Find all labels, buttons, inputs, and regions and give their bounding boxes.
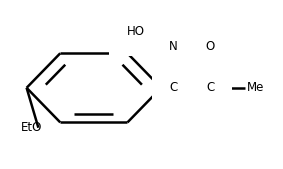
Text: C: C <box>170 81 178 94</box>
Text: N: N <box>169 40 178 53</box>
Text: Me: Me <box>246 81 264 94</box>
Text: HO: HO <box>127 25 145 38</box>
Text: O: O <box>205 40 215 53</box>
Text: C: C <box>206 81 214 94</box>
Text: EtO: EtO <box>21 121 42 134</box>
